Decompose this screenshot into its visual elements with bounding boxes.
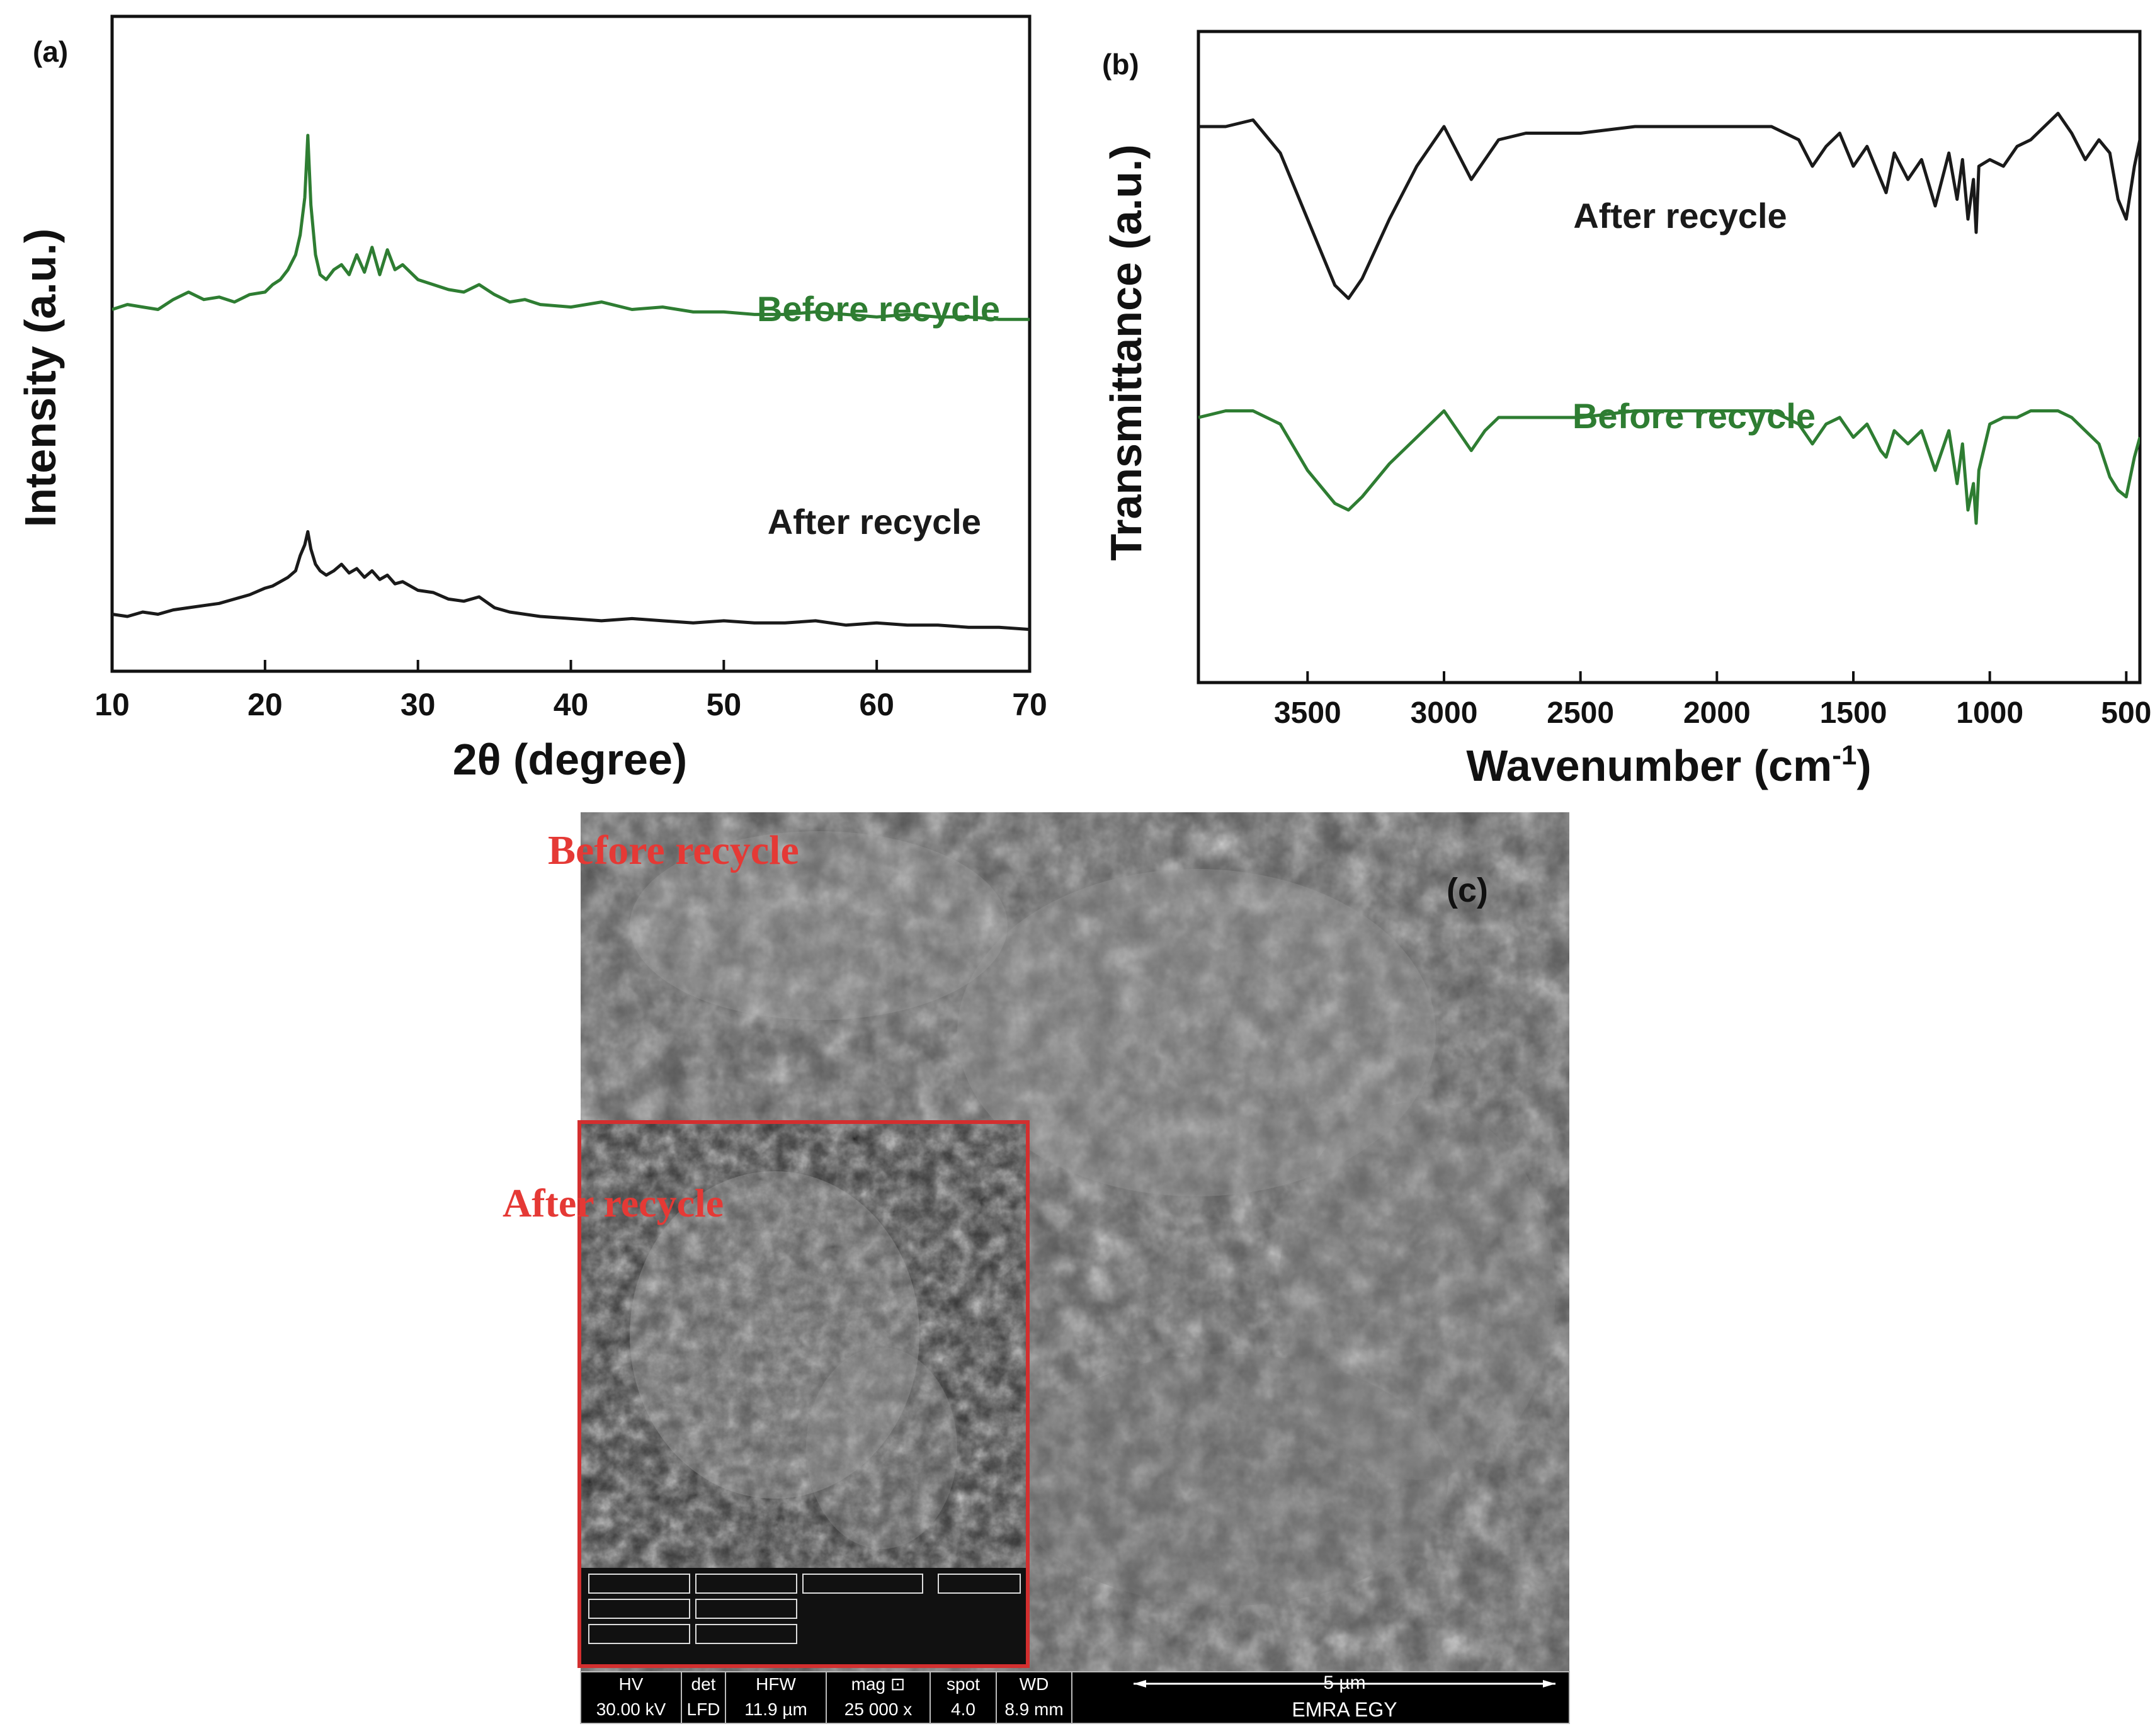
x-tick-label-a: 20 — [247, 687, 283, 722]
y-axis-label-b: Transmittance (a.u.) — [1101, 144, 1151, 560]
ftir-chart: (b) 3500 3000 2500 2000 1500 1000 500 After re… — [1101, 30, 2151, 790]
x-tick-label-b: 1500 — [1820, 696, 1887, 730]
x-tick-label-a: 30 — [401, 687, 436, 722]
databar-value: LFD — [687, 1699, 720, 1719]
inset-border — [577, 1120, 1030, 1668]
annotation-after-recycle-b: After recycle — [1573, 196, 1787, 235]
x-tick-label-a: 50 — [707, 687, 742, 722]
xrd-chart: (a) 10 20 30 40 50 60 70 Before recycle After … — [16, 14, 1047, 784]
panel-label-b: (b) — [1102, 48, 1139, 81]
databar-value: 8.9 mm — [1004, 1699, 1063, 1719]
databar-header: HV — [619, 1674, 644, 1694]
databar-value: 4.0 — [951, 1699, 975, 1719]
panel-label-c: (c) — [1447, 871, 1488, 909]
x-axis-label-b: Wavenumber (cm-1) — [1466, 740, 1871, 790]
sem-panel: (c) Before recycle After recycle HV 30.00… — [503, 812, 1570, 1724]
lab-name: EMRA EGY — [1292, 1698, 1397, 1721]
x-tick-label-a: 10 — [94, 687, 130, 722]
x-tick-label-b: 1000 — [1956, 696, 2023, 730]
databar-header: det — [691, 1674, 716, 1694]
annotation-after-recycle-a: After recycle — [768, 502, 981, 542]
series-line-a-after-recycle — [112, 530, 1030, 632]
caption-before-recycle: Before recycle — [548, 827, 799, 873]
databar-value: 30.00 kV — [596, 1699, 666, 1719]
x-axis-b: 3500 3000 2500 2000 1500 1000 500 — [1274, 671, 2151, 730]
x-tick-label-b: 3000 — [1411, 696, 1478, 730]
databar-value: 11.9 µm — [744, 1699, 807, 1719]
databar-header: mag ⊡ — [851, 1674, 906, 1694]
x-tick-label-a: 70 — [1012, 687, 1047, 722]
series-group-a — [112, 133, 1030, 632]
scale-label: 5 µm — [1323, 1672, 1365, 1693]
annotation-before-recycle-a: Before recycle — [757, 289, 1000, 329]
x-axis-a: 10 20 30 40 50 60 70 — [94, 660, 1047, 722]
databar-header: spot — [947, 1674, 980, 1694]
plot-frame-b — [1197, 30, 2142, 684]
x-tick-label-b: 2000 — [1683, 696, 1751, 730]
caption-after-recycle: After recycle — [503, 1181, 724, 1225]
databar-header: HFW — [756, 1674, 796, 1694]
x-tick-label-b: 2500 — [1547, 696, 1614, 730]
series-group-b — [1198, 111, 2140, 525]
scale-arrow-right-icon — [1543, 1680, 1555, 1688]
sem-databar: HV 30.00 kV det LFD HFW 11.9 µm mag ⊡ 25 000 x s… — [580, 1671, 1570, 1724]
scale-arrow-left-icon — [1134, 1680, 1146, 1688]
x-tick-label-b: 500 — [2101, 696, 2151, 730]
x-tick-label-b: 3500 — [1274, 696, 1341, 730]
x-axis-label-a: 2θ (degree) — [453, 735, 687, 784]
y-axis-label-a: Intensity (a.u.) — [16, 229, 65, 527]
databar-value: 25 000 x — [844, 1699, 912, 1719]
sem-inset-image — [579, 1122, 1028, 1666]
series-line-b-before-recycle — [1198, 409, 2140, 525]
x-tick-label-a: 60 — [859, 687, 894, 722]
annotation-before-recycle-b: Before recycle — [1572, 396, 1816, 436]
plot-frame-a — [110, 14, 1032, 673]
databar-header: WD — [1020, 1674, 1049, 1694]
series-line-b-after-recycle — [1198, 111, 2140, 300]
series-line-a-before-recycle — [112, 133, 1030, 321]
panel-label-a: (a) — [33, 35, 68, 68]
x-tick-label-a: 40 — [554, 687, 589, 722]
